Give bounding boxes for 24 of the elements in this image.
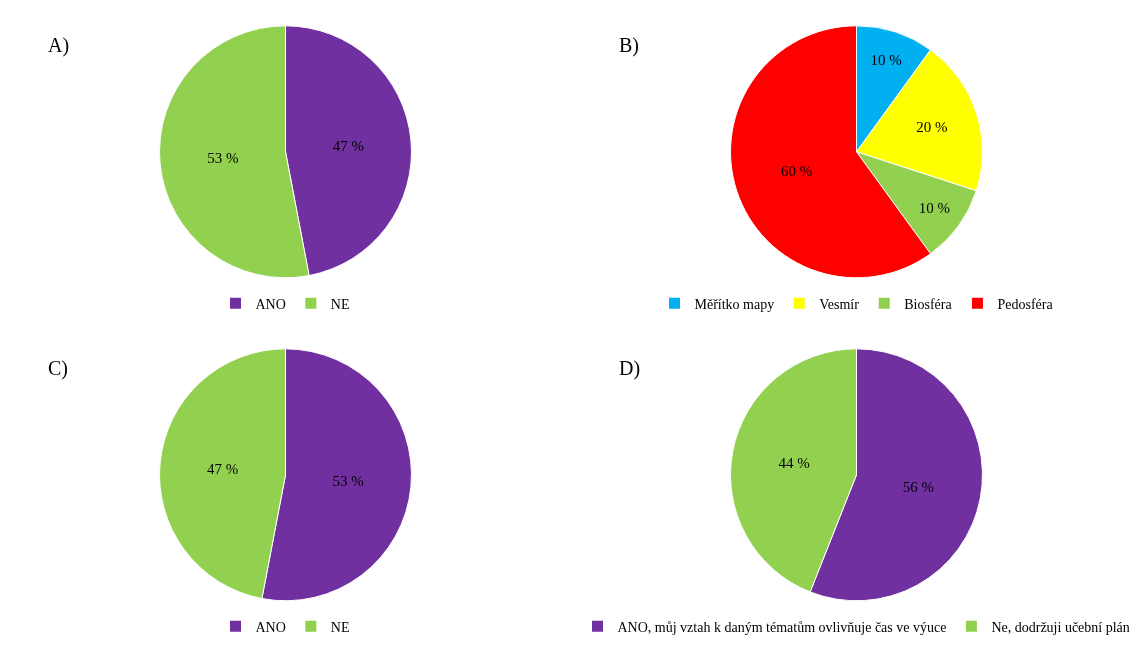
chart-title: B) <box>619 34 639 57</box>
data-label: 44 % <box>778 454 810 471</box>
legend-label: ANO, můj vztah k daným tématům ovlivňuje čas ve výuce <box>617 619 947 635</box>
chart-title: C) <box>48 357 68 380</box>
legend-label: Vesmír <box>819 296 860 312</box>
legend-label: Měřítko mapy <box>694 296 775 312</box>
chart-title: D) <box>619 357 641 380</box>
legend-label: Biosféra <box>904 296 953 312</box>
legend-label: ANO <box>255 296 286 312</box>
legend-label: NE <box>330 619 350 635</box>
data-label: 10 % <box>870 52 902 69</box>
data-label: 47 % <box>207 460 239 477</box>
data-label: 60 % <box>780 163 813 180</box>
legend-label: Pedosféra <box>997 296 1054 312</box>
data-label: 10 % <box>918 200 950 217</box>
chart-title: A) <box>48 34 70 57</box>
legend-label: Ne, dodržuji učební plán <box>991 619 1130 635</box>
data-label: 53 % <box>332 472 364 489</box>
data-label: 56 % <box>902 478 934 495</box>
data-label: 20 % <box>916 119 948 136</box>
legend-label: NE <box>330 296 350 312</box>
legend-label: ANO <box>255 619 286 635</box>
data-label: 53 % <box>207 149 239 166</box>
data-label: 47 % <box>332 137 364 154</box>
